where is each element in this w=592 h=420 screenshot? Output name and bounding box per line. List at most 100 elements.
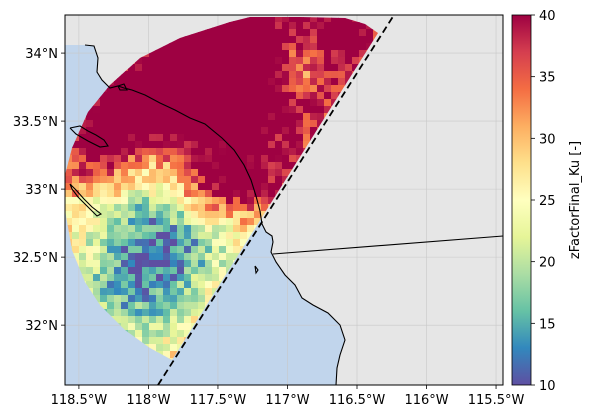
swath-pixel: [184, 204, 192, 212]
swath-pixel: [226, 176, 234, 184]
swath-pixel: [170, 169, 178, 177]
swath-pixel: [177, 120, 185, 128]
swath-pixel: [163, 309, 171, 317]
swath-pixel: [86, 232, 94, 240]
swath-pixel: [177, 232, 185, 240]
island-outline: [117, 83, 128, 91]
swath-pixel: [212, 50, 220, 58]
swath-pixel: [219, 239, 227, 247]
swath-pixel: [121, 211, 129, 219]
swath-pixel: [107, 281, 115, 289]
swath-pixel: [135, 176, 143, 184]
swath-pixel: [170, 323, 178, 331]
swath-pixel: [86, 148, 94, 156]
swath-pixel: [184, 260, 192, 268]
swath-pixel: [121, 323, 129, 331]
swath-pixel: [128, 106, 136, 114]
swath-pixel: [226, 120, 234, 128]
swath-pixel: [233, 253, 241, 261]
swath-pixel: [177, 78, 185, 86]
swath-pixel: [100, 211, 108, 219]
swath-pixel: [184, 274, 192, 282]
swath-pixel: [261, 120, 269, 128]
swath-pixel: [170, 246, 178, 254]
swath-pixel: [212, 260, 220, 268]
swath-pixel: [114, 176, 122, 184]
swath-pixel: [359, 36, 367, 44]
swath-pixel: [100, 183, 108, 191]
swath-pixel: [177, 225, 185, 233]
swath-pixel: [114, 302, 122, 310]
swath-pixel: [303, 99, 311, 107]
swath-pixel: [170, 113, 178, 121]
swath-pixel: [212, 253, 220, 261]
swath-pixel: [233, 169, 241, 177]
swath-pixel: [128, 281, 136, 289]
colorbar-tick-label: 25: [539, 194, 556, 209]
swath-pixel: [128, 316, 136, 324]
swath-pixel: [114, 148, 122, 156]
swath-pixel: [149, 281, 157, 289]
swath-pixel: [79, 246, 87, 254]
swath-pixel: [184, 57, 192, 65]
swath-pixel: [303, 57, 311, 65]
swath-pixel: [128, 183, 136, 191]
swath-pixel: [324, 17, 332, 23]
swath-pixel: [226, 253, 234, 261]
swath-pixel: [275, 113, 283, 121]
swath-pixel: [324, 43, 332, 51]
swath-pixel: [128, 141, 136, 149]
swath-pixel: [163, 57, 171, 65]
swath-pixel: [170, 281, 178, 289]
swath-pixel: [100, 197, 108, 205]
swath-pixel: [163, 43, 171, 51]
swath-pixel: [93, 176, 101, 184]
swath-pixel: [149, 71, 157, 79]
swath-pixel: [163, 162, 171, 170]
swath-pixel: [282, 169, 290, 177]
swath-pixel: [128, 134, 136, 142]
swath-pixel: [191, 120, 199, 128]
swath-pixel: [282, 120, 290, 128]
swath-pixel: [240, 43, 248, 51]
swath-pixel: [177, 57, 185, 65]
swath-pixel: [177, 204, 185, 212]
swath-pixel: [156, 316, 164, 324]
swath-pixel: [254, 17, 262, 23]
swath-pixel: [170, 267, 178, 275]
swath-pixel: [79, 141, 87, 149]
swath-pixel: [86, 211, 94, 219]
swath-pixel: [233, 29, 241, 37]
swath-pixel: [156, 288, 164, 296]
swath-pixel: [177, 288, 185, 296]
swath-pixel: [296, 85, 304, 93]
swath-pixel: [170, 120, 178, 128]
swath-pixel: [268, 29, 276, 37]
swath-pixel: [212, 218, 220, 226]
swath-pixel: [352, 29, 360, 37]
swath-pixel: [268, 50, 276, 58]
swath-pixel: [240, 57, 248, 65]
swath-pixel: [247, 169, 255, 177]
swath-pixel: [114, 274, 122, 282]
swath-pixel: [107, 288, 115, 296]
swath-pixel: [219, 183, 227, 191]
swath-pixel: [149, 260, 157, 268]
swath-pixel: [86, 183, 94, 191]
swath-pixel: [261, 29, 269, 37]
swath-pixel: [177, 211, 185, 219]
swath-pixel: [212, 148, 220, 156]
swath-pixel: [100, 204, 108, 212]
swath-pixel: [310, 85, 318, 93]
swath-pixel: [93, 218, 101, 226]
swath-pixel: [149, 232, 157, 240]
swath-pixel: [65, 204, 73, 212]
swath-pixel: [261, 204, 269, 212]
swath-pixel: [156, 183, 164, 191]
swath-pixel: [212, 127, 220, 135]
swath-pixel: [331, 85, 339, 93]
swath-pixel: [149, 50, 157, 58]
swath-pixel: [142, 183, 150, 191]
swath-pixel: [233, 162, 241, 170]
swath-pixel: [198, 64, 206, 72]
